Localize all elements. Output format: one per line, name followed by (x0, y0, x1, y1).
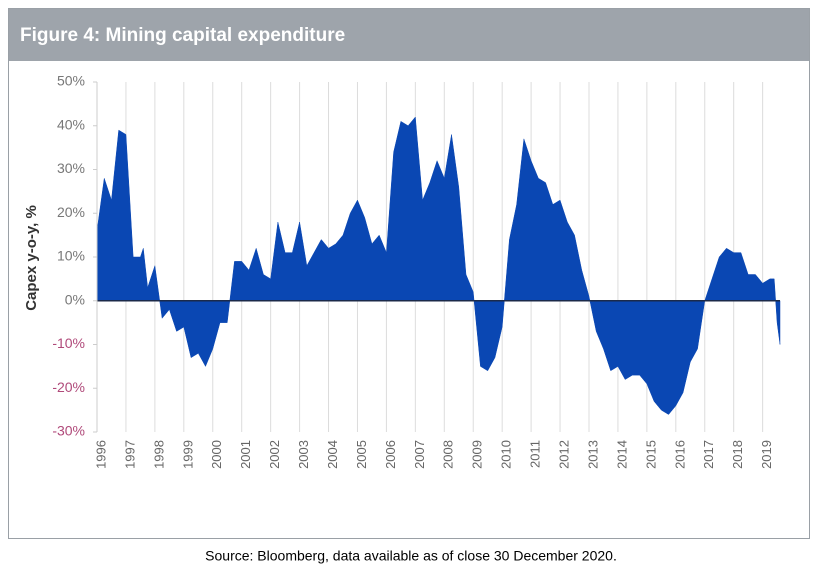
y-tick-label: 20% (57, 204, 85, 220)
x-tick-label: 2010 (499, 440, 514, 469)
x-tick-label: 2007 (412, 440, 427, 469)
x-tick-label: 2001 (238, 440, 253, 469)
x-tick-label: 2018 (730, 440, 745, 469)
y-tick-label: 10% (57, 248, 85, 264)
x-tick-label: 1997 (122, 440, 137, 469)
x-tick-label: 2013 (585, 440, 600, 469)
area (96, 116, 781, 415)
x-tick-label: 2019 (759, 440, 774, 469)
y-tick-label: 40% (57, 116, 85, 132)
y-axis-label: Capex y-o-y, % (23, 205, 40, 311)
header (9, 9, 809, 61)
x-tick-label: 2004 (325, 440, 340, 469)
y-tick-label: -30% (52, 423, 85, 439)
x-tick-label: 1998 (151, 440, 166, 469)
source: Source: Bloomberg, data available as of … (205, 548, 617, 564)
x-tick-label: 2014 (614, 440, 629, 469)
y-tick-label: 0% (65, 291, 85, 307)
x-tick-label: 2016 (672, 440, 687, 469)
x-tick-label: 2003 (296, 440, 311, 469)
x-tick-label: 2005 (354, 440, 369, 469)
x-tick-label: 2015 (643, 440, 658, 469)
y-tick-label: -20% (52, 379, 85, 395)
x-tick-label: 2011 (528, 440, 543, 468)
x-tick-label: 1999 (180, 440, 195, 469)
x-tick-label: 2006 (383, 440, 398, 469)
y-tick-label: 30% (57, 160, 85, 176)
chart-title: Figure 4: Mining capital expenditure (20, 25, 345, 46)
x-tick-label: 2009 (470, 440, 485, 469)
x-tick-label: 2008 (441, 440, 456, 469)
y-tick-label: 50% (57, 73, 85, 89)
x-tick-label: 1996 (93, 440, 108, 469)
x-tick-label: 2000 (209, 440, 224, 469)
y-tick-label: -10% (52, 335, 85, 351)
x-tick-label: 2017 (701, 440, 716, 469)
x-tick-label: 2002 (267, 440, 282, 469)
x-tick-label: 2012 (556, 440, 571, 469)
